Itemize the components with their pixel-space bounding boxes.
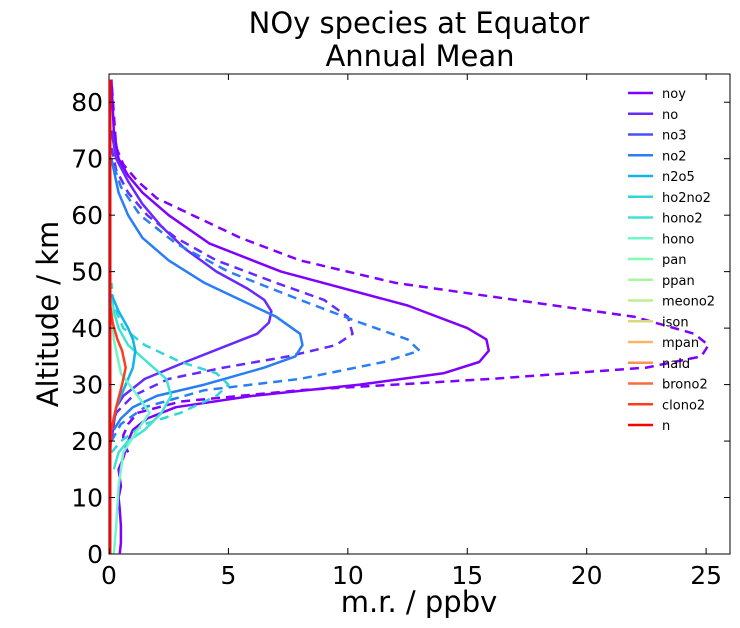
- legend-label: n: [662, 419, 670, 434]
- series-line-hono2: [110, 294, 173, 470]
- legend-label: brono2: [662, 378, 708, 393]
- x-tick-label: 20: [571, 561, 603, 590]
- y-tick-label: 50: [71, 258, 103, 287]
- y-tick-label: 10: [71, 484, 103, 513]
- legend-label: nald: [662, 357, 690, 372]
- x-tick-label: 25: [690, 561, 722, 590]
- ticks-layer: 0 5 10 15 20 25 0 10 20 30 40 50 60 70 80: [71, 74, 730, 590]
- legend-label: noy: [662, 87, 686, 102]
- legend-label: pan: [662, 253, 686, 268]
- x-tick-label: 5: [220, 561, 236, 590]
- legend-label: clono2: [662, 398, 705, 413]
- legend-item-nald: nald: [628, 357, 690, 372]
- legend-item-hono: hono: [628, 232, 694, 247]
- y-tick-label: 20: [71, 427, 103, 456]
- legend-label: hono2: [662, 212, 703, 227]
- legend-label: ison: [662, 315, 689, 330]
- y-tick-label: 40: [71, 314, 103, 343]
- legend-item-brono2: brono2: [628, 378, 708, 393]
- legend-item-ison: ison: [628, 315, 689, 330]
- legend-item-pan: pan: [628, 253, 686, 268]
- legend-label: meono2: [662, 295, 715, 310]
- chart-title: NOy species at Equator: [249, 6, 590, 40]
- legend-label: mpan: [662, 336, 699, 351]
- y-tick-label: 80: [71, 88, 103, 117]
- x-tick-label: 0: [101, 561, 117, 590]
- legend-item-clono2: clono2: [628, 398, 705, 413]
- legend-label: no2: [662, 149, 686, 164]
- y-tick-label: 30: [71, 371, 103, 400]
- series-line-hono: [110, 305, 151, 555]
- series-line-no2: [110, 158, 304, 431]
- legend-item-no3: no3: [628, 129, 686, 144]
- legend-item-mpan: mpan: [628, 336, 699, 351]
- x-tick-label: 10: [332, 561, 364, 590]
- x-tick-label: 15: [451, 561, 483, 590]
- legend-label: no3: [662, 129, 686, 144]
- y-axis-label: Altitude / km: [31, 221, 65, 408]
- series-line-no: [110, 130, 273, 442]
- legend-item-no: no: [628, 108, 678, 123]
- y-tick-label: 70: [71, 145, 103, 174]
- plot-frame: [108, 73, 731, 555]
- series-line-ho2no2-dashed: [110, 282, 230, 454]
- legend-label: ho2no2: [662, 191, 711, 206]
- legend-item-n2o5: n2o5: [628, 170, 695, 185]
- legend-item-noy: noy: [628, 87, 686, 102]
- legend-label: hono: [662, 232, 694, 247]
- series-layer: [108, 79, 710, 555]
- legend-item-no2: no2: [628, 149, 686, 164]
- legend-label: no: [662, 108, 678, 123]
- series-line-noy: [110, 79, 491, 555]
- legend-item-hono2: hono2: [628, 212, 703, 227]
- legend-item-n: n: [628, 419, 670, 434]
- legend-item-ppan: ppan: [628, 274, 695, 289]
- legend: noy no no3 no2 n2o5 ho2no2 hono2 hono pan ppan meo…: [628, 87, 715, 434]
- legend-item-meono2: meono2: [628, 295, 715, 310]
- x-axis-label: m.r. / ppbv: [341, 585, 498, 619]
- legend-label: n2o5: [662, 170, 695, 185]
- series-line-no2-dashed: [110, 158, 421, 442]
- chart-subtitle: Annual Mean: [325, 39, 514, 73]
- series-line-noy-dashed: [110, 79, 710, 453]
- legend-item-ho2no2: ho2no2: [628, 191, 711, 206]
- y-tick-label: 0: [87, 540, 103, 569]
- legend-label: ppan: [662, 274, 695, 289]
- y-tick-label: 60: [71, 201, 103, 230]
